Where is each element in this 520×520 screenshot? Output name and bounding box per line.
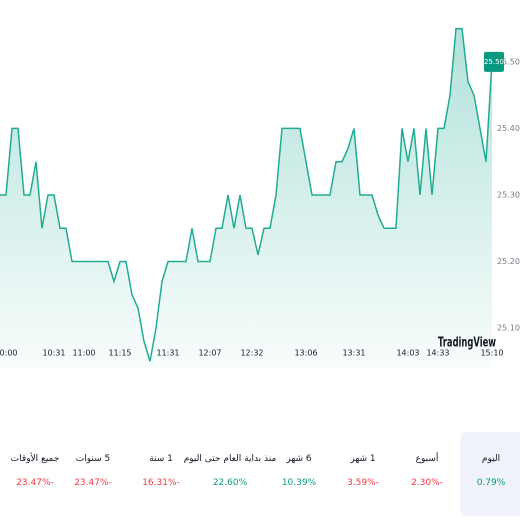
period-label: منذ بداية العام حتى اليوم bbox=[183, 454, 277, 464]
period-change: 22.60% bbox=[212, 478, 248, 488]
area bbox=[0, 28, 492, 368]
performance-item[interactable]: 1 سنة 16.31%- bbox=[130, 432, 192, 516]
price-line bbox=[0, 27, 493, 362]
performance-item[interactable]: منذ بداية العام حتى اليوم 22.60% bbox=[184, 432, 277, 516]
y-tick-label: 25.40 bbox=[497, 124, 520, 133]
period-label: اليوم bbox=[481, 454, 501, 464]
performance-item[interactable]: جميع الأوقات 23.47%- bbox=[4, 432, 66, 516]
period-change: 2.30%- bbox=[411, 478, 443, 488]
y-tick-label: 25.50 bbox=[497, 57, 520, 66]
period-label: جميع الأوقات bbox=[10, 454, 60, 464]
y-tick-label: 25.20 bbox=[497, 257, 520, 266]
period-label: 6 شهر bbox=[286, 454, 312, 464]
period-change: 23.47%- bbox=[74, 478, 112, 488]
performance-item[interactable]: أسبوع 2.30%- bbox=[396, 432, 458, 516]
period-label: 1 شهر bbox=[350, 454, 376, 464]
performance-item[interactable]: 1 شهر 3.59%- bbox=[332, 432, 394, 516]
period-label: أسبوع bbox=[415, 454, 439, 464]
watermark-logo: TradingView bbox=[438, 336, 496, 351]
period-change: 0.79% bbox=[476, 478, 506, 488]
y-tick-label: 25.30 bbox=[497, 190, 520, 199]
performance-item[interactable]: اليوم 0.79% bbox=[460, 432, 520, 516]
last-price-label: 25.50 bbox=[484, 58, 504, 66]
period-label: 1 سنة bbox=[149, 454, 173, 464]
watermark: TradingView bbox=[438, 336, 496, 351]
chart: 25.1025.2025.3025.4025.5010:0010:3111:00… bbox=[0, 27, 520, 368]
period-label: 5 سنوات bbox=[75, 454, 111, 464]
performance-item[interactable]: 5 سنوات 23.47%- bbox=[62, 432, 124, 516]
period-change: 10.39% bbox=[281, 478, 317, 488]
period-change: 16.31%- bbox=[142, 478, 180, 488]
performance-item[interactable]: 6 شهر 10.39% bbox=[268, 432, 330, 516]
period-change: 3.59%- bbox=[347, 478, 379, 488]
last-price-tag bbox=[484, 51, 504, 72]
y-tick-label: 25.10 bbox=[497, 324, 520, 333]
period-change: 23.47%- bbox=[16, 478, 54, 488]
